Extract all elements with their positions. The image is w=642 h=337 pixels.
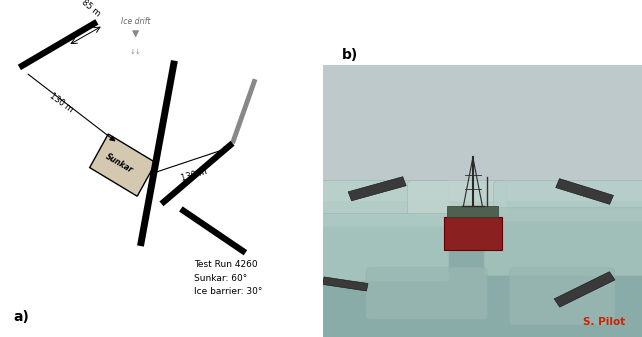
Bar xyxy=(323,195,642,217)
FancyBboxPatch shape xyxy=(408,181,507,216)
Bar xyxy=(323,65,642,207)
Polygon shape xyxy=(556,179,614,204)
FancyBboxPatch shape xyxy=(318,181,449,227)
FancyBboxPatch shape xyxy=(366,268,487,319)
Bar xyxy=(447,207,498,217)
Text: Ice drift: Ice drift xyxy=(121,18,150,26)
Text: 130 m: 130 m xyxy=(180,167,208,183)
FancyBboxPatch shape xyxy=(318,213,449,281)
Bar xyxy=(323,201,642,337)
Text: ↓↓: ↓↓ xyxy=(130,49,141,55)
Text: Test Run 4260
Sunkar: 60°
Ice barrier: 30°: Test Run 4260 Sunkar: 60° Ice barrier: 3… xyxy=(194,260,262,296)
Polygon shape xyxy=(90,134,156,196)
Text: 130 m: 130 m xyxy=(48,91,74,114)
Polygon shape xyxy=(322,277,368,291)
Polygon shape xyxy=(348,177,406,201)
Bar xyxy=(444,217,501,250)
Text: 85 m: 85 m xyxy=(80,0,101,19)
FancyBboxPatch shape xyxy=(484,208,642,276)
Text: b): b) xyxy=(342,48,358,62)
FancyBboxPatch shape xyxy=(510,268,615,325)
Text: a): a) xyxy=(13,309,29,324)
FancyBboxPatch shape xyxy=(494,181,642,221)
Text: Sunkar: Sunkar xyxy=(104,152,135,175)
Text: S. Pilot: S. Pilot xyxy=(582,317,625,327)
Polygon shape xyxy=(554,272,615,307)
